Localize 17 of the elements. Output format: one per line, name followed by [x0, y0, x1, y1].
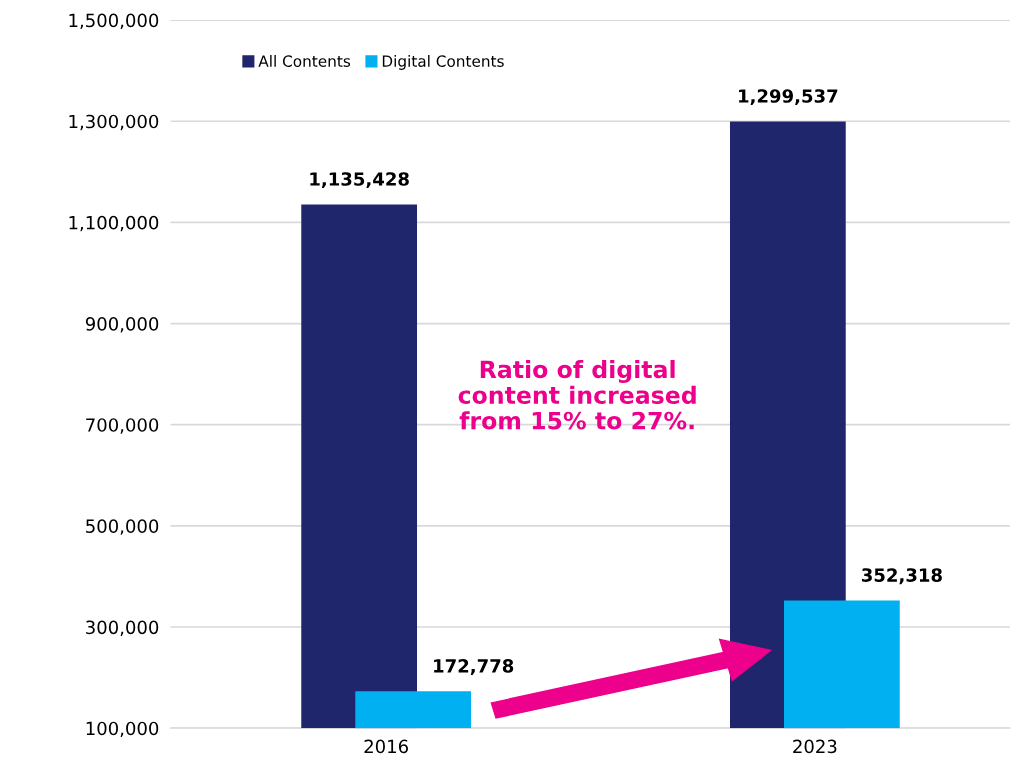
data-label: 352,318 — [861, 568, 942, 585]
data-label: 172,778 — [434, 659, 514, 675]
y-tick-label: 700,000 — [86, 418, 159, 434]
y-tick-label: 100,000 — [86, 721, 159, 738]
y-tick-label: 500,000 — [86, 519, 159, 535]
data-label: 1,135,428 — [310, 172, 409, 189]
y-tick-label: 900,000 — [85, 317, 159, 333]
y-tick-label: 1,500,000 — [69, 13, 159, 30]
data-label: 1,299,537 — [739, 89, 838, 106]
y-tick-label: 1,300,000 — [69, 114, 159, 131]
x-tick-label: 2023 — [793, 739, 837, 754]
y-tick-label: 1,100,000 — [69, 215, 159, 232]
legend-label: Digital Contents — [382, 55, 504, 70]
x-tick-label: 2016 — [364, 739, 408, 754]
y-tick-label: 300,000 — [86, 620, 159, 636]
annotation: Ratio of digital content increased from 15% to 27%. — [458, 359, 696, 430]
legend-label: All Contents — [258, 55, 351, 67]
